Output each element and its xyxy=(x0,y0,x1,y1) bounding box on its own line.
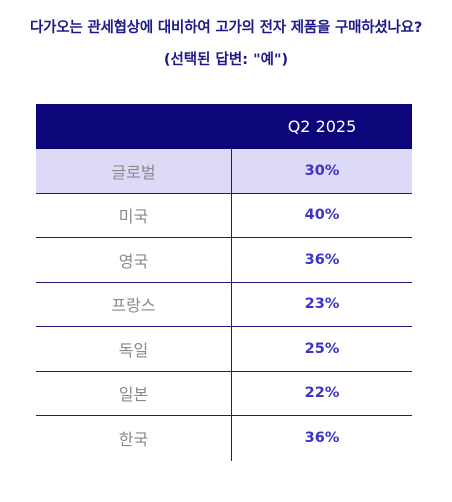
table-row-germany: 독일 25% xyxy=(36,327,412,372)
table-row-france: 프랑스 23% xyxy=(36,282,412,327)
table-row-korea: 한국 36% xyxy=(36,416,412,461)
value-cell: 36% xyxy=(304,251,340,268)
country-cell: 영국 xyxy=(36,238,232,282)
country-cell: 글로벌 xyxy=(36,149,232,193)
results-table: Q2 2025 글로벌 30% 미국 40% 영국 36% 프랑스 23% 독일… xyxy=(36,104,412,461)
table-row-global: 글로벌 30% xyxy=(36,149,412,194)
value-cell: 23% xyxy=(304,296,340,313)
table-header: Q2 2025 xyxy=(36,104,412,149)
value-cell: 30% xyxy=(304,162,340,179)
table-row-japan: 일본 22% xyxy=(36,371,412,416)
value-cell: 36% xyxy=(304,430,340,447)
value-cell: 25% xyxy=(304,340,340,357)
header-empty-cell xyxy=(36,104,232,149)
chart-title: 다가오는 관세협상에 대비하여 고가의 전자 제품을 구매하셨나요? xyxy=(29,20,423,36)
table-row-us: 미국 40% xyxy=(36,193,412,238)
country-cell: 독일 xyxy=(36,327,232,371)
value-cell: 22% xyxy=(304,385,340,402)
country-cell: 한국 xyxy=(36,416,232,461)
country-cell: 일본 xyxy=(36,371,232,415)
table-row-uk: 영국 36% xyxy=(36,238,412,283)
chart-subtitle: (선택된 답변: "예") xyxy=(163,52,289,68)
country-cell: 미국 xyxy=(36,193,232,237)
column-header-q2-2025: Q2 2025 xyxy=(287,117,357,136)
country-cell: 프랑스 xyxy=(36,282,232,326)
value-cell: 40% xyxy=(304,207,340,224)
